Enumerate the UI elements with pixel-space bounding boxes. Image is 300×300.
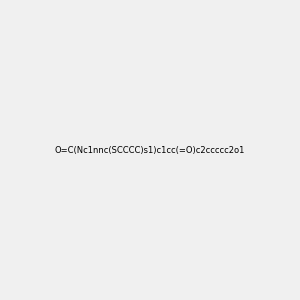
Text: O=C(Nc1nnc(SCCCC)s1)c1cc(=O)c2ccccc2o1: O=C(Nc1nnc(SCCCC)s1)c1cc(=O)c2ccccc2o1 (55, 146, 245, 154)
